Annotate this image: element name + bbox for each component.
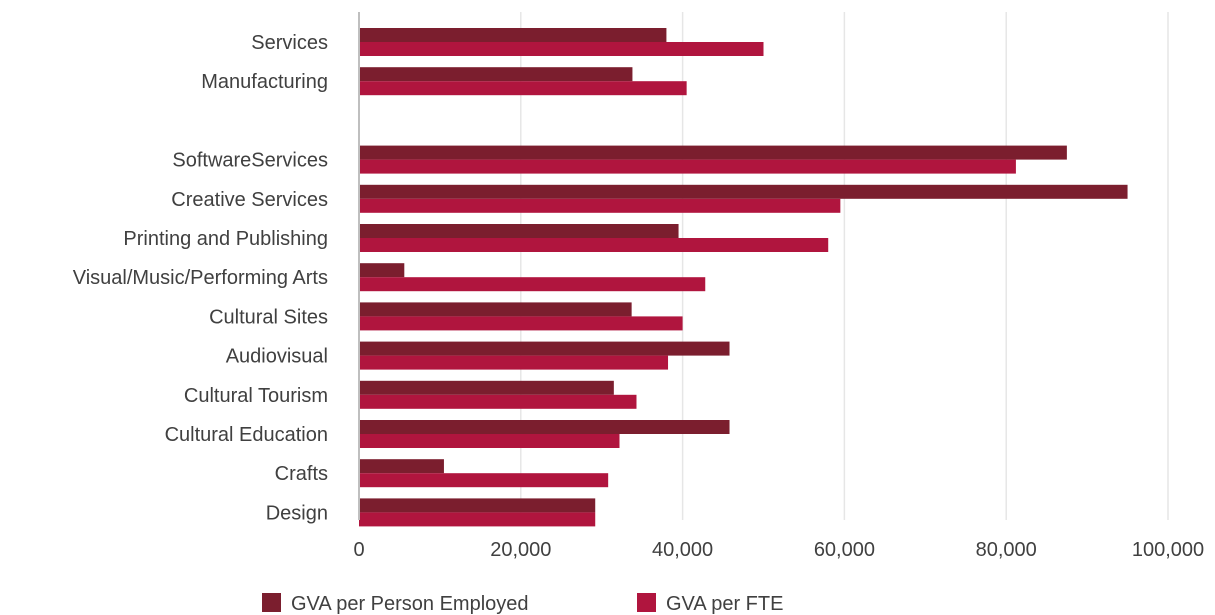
category-label: Audiovisual bbox=[226, 346, 328, 368]
bar-person-employed bbox=[359, 420, 730, 434]
category-label: Crafts bbox=[275, 463, 328, 485]
x-tick-label: 60,000 bbox=[814, 539, 875, 561]
bar-person-employed bbox=[359, 145, 1067, 160]
x-tick-label: 100,000 bbox=[1132, 539, 1204, 561]
legend-label: GVA per FTE bbox=[666, 593, 783, 615]
category-label: Manufacturing bbox=[201, 71, 328, 93]
bar-person-employed bbox=[359, 498, 596, 513]
category-label: Visual/Music/Performing Arts bbox=[73, 267, 328, 289]
bar-fte bbox=[359, 81, 687, 96]
x-tick-label: 20,000 bbox=[490, 539, 551, 561]
bar-person-employed bbox=[359, 263, 405, 278]
legend-label: GVA per Person Employed bbox=[291, 593, 529, 615]
bar-person-employed bbox=[359, 341, 730, 356]
bar-fte bbox=[359, 512, 596, 527]
category-label: SoftwareServices bbox=[172, 150, 328, 172]
bar-fte bbox=[359, 238, 829, 252]
bar-person-employed bbox=[359, 28, 667, 42]
legend-swatch bbox=[637, 593, 656, 612]
category-label: Printing and Publishing bbox=[123, 228, 328, 250]
category-label: Design bbox=[266, 502, 328, 524]
bar-fte bbox=[359, 473, 609, 488]
x-tick-labels: 0 20,000 40,000 60,000 80,000 100,000 bbox=[353, 539, 1204, 561]
bar-person-employed bbox=[359, 67, 633, 82]
bar-fte bbox=[359, 277, 706, 292]
bar-person-employed bbox=[359, 380, 614, 395]
bar-fte bbox=[359, 355, 669, 370]
category-label: Services bbox=[251, 32, 328, 54]
x-tick-label: 80,000 bbox=[976, 539, 1037, 561]
bar-person-employed bbox=[359, 302, 632, 317]
category-label: Cultural Sites bbox=[209, 306, 328, 328]
bar-fte bbox=[359, 316, 683, 331]
bar-fte bbox=[359, 434, 620, 448]
x-tick-label: 0 bbox=[353, 539, 364, 561]
bar-person-employed bbox=[359, 224, 679, 238]
bar-fte bbox=[359, 394, 637, 409]
category-labels: Services Manufacturing SoftwareServices Cre… bbox=[73, 32, 328, 524]
bar-fte bbox=[359, 42, 764, 56]
legend: GVA per Person Employed GVA per FTE bbox=[262, 593, 783, 615]
bar-fte bbox=[359, 198, 841, 213]
category-label: Cultural Education bbox=[165, 424, 328, 446]
bar-fte bbox=[359, 159, 1016, 174]
category-label: Creative Services bbox=[171, 189, 328, 211]
bar-person-employed bbox=[359, 459, 444, 474]
bar-person-employed bbox=[359, 184, 1128, 199]
x-tick-label: 40,000 bbox=[652, 539, 713, 561]
legend-swatch bbox=[262, 593, 281, 612]
bars bbox=[359, 28, 1128, 527]
category-label: Cultural Tourism bbox=[184, 385, 328, 407]
